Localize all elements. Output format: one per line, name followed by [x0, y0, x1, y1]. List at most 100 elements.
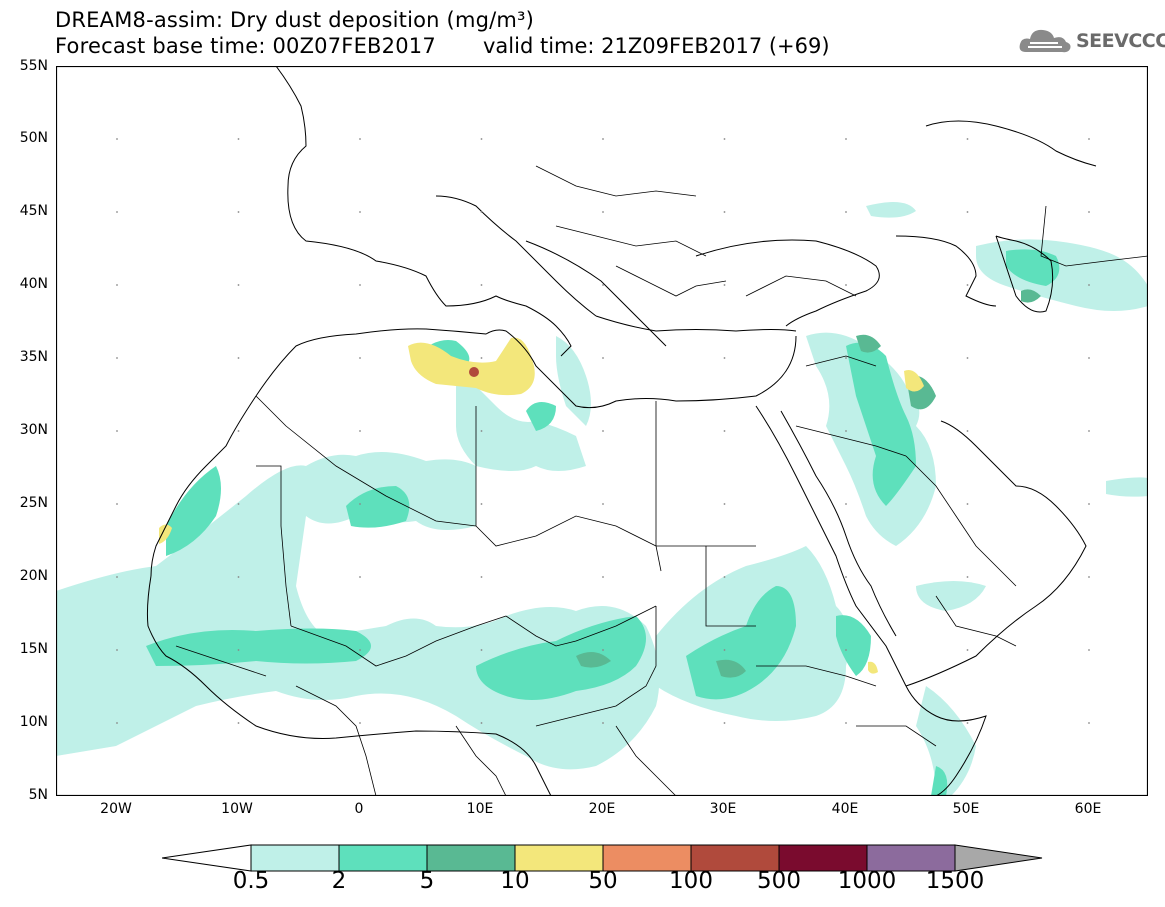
- legend-swatch: [778, 844, 868, 872]
- lat-label: 55N: [19, 58, 48, 74]
- lat-label: 10N: [19, 714, 48, 730]
- grid-dot: [966, 576, 969, 578]
- grid-dot: [723, 138, 726, 140]
- grid-dot: [359, 649, 361, 651]
- legend-swatch: [426, 844, 516, 872]
- map-border: [56, 66, 1148, 796]
- grid-dot: [1088, 357, 1090, 359]
- grid-dot: [237, 357, 240, 359]
- grid-dot: [602, 284, 604, 286]
- grid-dot: [966, 284, 969, 286]
- grid-dot: [966, 138, 969, 140]
- grid-dot: [237, 503, 240, 505]
- grid-dot: [480, 284, 483, 286]
- grid-dot: [845, 722, 847, 724]
- lat-label: 30N: [19, 422, 48, 438]
- grid-dot: [359, 357, 361, 359]
- coastlines: [146, 66, 1097, 796]
- grid-dot: [723, 211, 726, 213]
- cloud-logo-icon: [1019, 29, 1071, 53]
- grid-dot: [845, 576, 847, 578]
- legend-swatch: [690, 844, 780, 872]
- dust-level-high: [159, 337, 924, 674]
- lon-label: 50E: [952, 801, 980, 817]
- dust-map: [56, 66, 1148, 796]
- grid-dot: [116, 576, 118, 578]
- grid-dot: [602, 722, 604, 724]
- grid-dot: [845, 649, 847, 651]
- grid-dot: [359, 211, 361, 213]
- grid-dot: [480, 211, 483, 213]
- grid-dot: [116, 430, 118, 432]
- grid-dot: [602, 211, 604, 213]
- legend-swatch: [866, 844, 956, 872]
- grid-dot: [966, 430, 969, 432]
- grid-dot: [359, 722, 361, 724]
- legend-colorbar: [162, 844, 1043, 872]
- grid-dot: [480, 357, 483, 359]
- grid-dot: [966, 503, 969, 505]
- grid-dot: [966, 649, 969, 651]
- lat-label: 50N: [19, 130, 48, 146]
- grid-dot: [845, 211, 847, 213]
- grid-dot: [116, 211, 118, 213]
- grid-dot: [480, 503, 483, 505]
- grid-dot: [116, 649, 118, 651]
- grid-dot: [1088, 211, 1090, 213]
- legend-label: 100: [669, 868, 713, 894]
- grid-dot: [966, 357, 969, 359]
- grid-dot: [1088, 138, 1090, 140]
- grid-dot: [1088, 503, 1090, 505]
- lon-label: 40E: [831, 801, 859, 817]
- grid-dot: [723, 576, 726, 578]
- grid-dot: [359, 284, 361, 286]
- grid-dot: [359, 576, 361, 578]
- lat-label: 25N: [19, 495, 48, 511]
- grid-dot: [116, 357, 118, 359]
- grid-dot: [845, 430, 847, 432]
- grid-dot: [602, 576, 604, 578]
- lon-label: 10W: [221, 801, 253, 817]
- legend-label: 50: [588, 868, 618, 894]
- forecast-base-time: Forecast base time: 00Z07FEB2017: [55, 34, 436, 58]
- grid-dot: [1088, 430, 1090, 432]
- grid-dot: [480, 138, 483, 140]
- grid-dot: [602, 138, 604, 140]
- grid-dot: [966, 722, 969, 724]
- logo-text: SEEVCCC: [1076, 30, 1165, 52]
- grid-dot: [359, 503, 361, 505]
- grid-dot: [237, 284, 240, 286]
- lon-label: 60E: [1074, 801, 1102, 817]
- grid-dot: [480, 576, 483, 578]
- grid-dot: [723, 284, 726, 286]
- grid-dot: [116, 722, 118, 724]
- grid-dot: [116, 138, 118, 140]
- grid-dot: [480, 649, 483, 651]
- grid-dot: [1088, 649, 1090, 651]
- dust-level-mid: [146, 249, 1060, 796]
- country-borders: [175, 165, 1148, 796]
- grid-dot: [237, 211, 240, 213]
- grid-dot: [237, 138, 240, 140]
- legend-swatch: [338, 844, 428, 872]
- legend-label: 5: [419, 868, 435, 894]
- lon-label: 20W: [100, 801, 132, 817]
- grid-dot: [602, 357, 604, 359]
- lon-label: 30E: [709, 801, 737, 817]
- grid-dot: [602, 503, 604, 505]
- legend-swatch: [514, 844, 604, 872]
- lat-label: 35N: [19, 349, 48, 365]
- lat-label: 20N: [19, 568, 48, 584]
- lat-label: 45N: [19, 203, 48, 219]
- grid-dot: [116, 503, 118, 505]
- grid-dot: [480, 722, 483, 724]
- lat-label: 40N: [19, 276, 48, 292]
- grid-dot: [1088, 284, 1090, 286]
- grid-dots: [116, 138, 1090, 724]
- legend-label: 1500: [925, 868, 985, 894]
- grid-dot: [116, 284, 118, 286]
- grid-dot: [845, 503, 847, 505]
- lat-label: 15N: [19, 641, 48, 657]
- legend-arrow-right: [954, 844, 1043, 872]
- grid-dot: [1088, 722, 1090, 724]
